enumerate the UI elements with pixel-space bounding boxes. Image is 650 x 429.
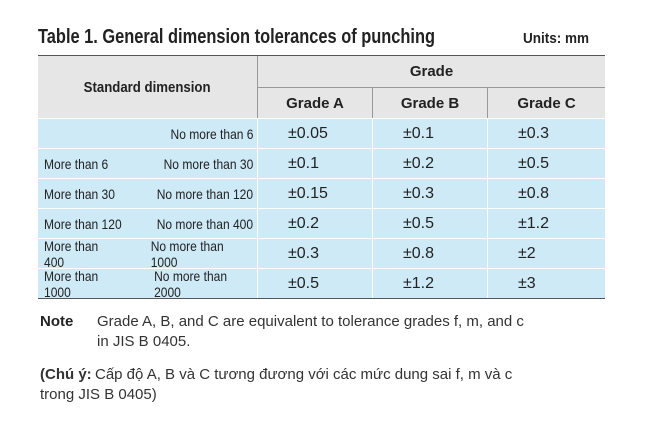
row-cell: More than 1000 No more than 2000 bbox=[38, 267, 258, 300]
range-from: More than 1000 bbox=[44, 267, 99, 300]
range-to: No more than 400 bbox=[156, 215, 253, 232]
note-line: Grade A, B, and C are equivalent to tole… bbox=[97, 313, 524, 330]
value-cell: ±0.5 bbox=[373, 208, 488, 238]
table-top-rule bbox=[38, 55, 605, 56]
tolerance: ±0.8 bbox=[518, 184, 550, 202]
vn-note-label: (Chú ý: bbox=[40, 366, 92, 383]
header-text: Grade A bbox=[286, 94, 344, 112]
note-line: in JIS B 0405. bbox=[97, 333, 191, 350]
value-cell: ±1.2 bbox=[373, 268, 488, 298]
value-cell: ±0.2 bbox=[258, 208, 373, 238]
range-from: More than 6 bbox=[44, 155, 109, 172]
row-cell: More than 400 No more than 1000 bbox=[38, 237, 258, 270]
tolerance: ±0.5 bbox=[288, 274, 320, 292]
range-to: No more than 120 bbox=[156, 185, 253, 202]
range-from: More than 30 bbox=[44, 185, 115, 202]
table-bottom-rule bbox=[38, 298, 605, 299]
header-text: Grade C bbox=[517, 94, 576, 112]
value-cell: ±0.8 bbox=[373, 238, 488, 268]
header-cell: Grade B bbox=[373, 88, 488, 118]
value-cell: ±0.2 bbox=[373, 148, 488, 178]
value-cell: ±0.3 bbox=[488, 118, 605, 148]
value-cell: ±0.3 bbox=[373, 178, 488, 208]
value-cell: ±1.2 bbox=[488, 208, 605, 238]
value-cell: ±0.5 bbox=[488, 148, 605, 178]
vn-note-line: trong JIS B 0405) bbox=[40, 386, 157, 403]
header-cell: Standard dimension bbox=[38, 56, 258, 118]
tolerance: ±0.8 bbox=[403, 244, 435, 262]
tolerance: ±0.3 bbox=[403, 184, 435, 202]
row-cell: More than 6 No more than 30 bbox=[38, 148, 258, 178]
tolerance: ±0.5 bbox=[403, 214, 435, 232]
value-cell: ±0.1 bbox=[258, 148, 373, 178]
value-cell: ±2 bbox=[488, 238, 605, 268]
header-text: Standard dimension bbox=[84, 78, 211, 96]
row-cell: More than 120 No more than 400 bbox=[38, 208, 258, 238]
range-from: More than 120 bbox=[44, 215, 122, 232]
value-cell: ±0.1 bbox=[373, 118, 488, 148]
vn-note-line: Cấp độ A, B và C tương đương với các mức… bbox=[95, 366, 513, 383]
header-cell: Grade C bbox=[488, 88, 605, 118]
value-cell: ±3 bbox=[488, 268, 605, 298]
tolerance: ±3 bbox=[518, 274, 536, 292]
header-text: Grade bbox=[409, 63, 454, 80]
tolerance: ±0.1 bbox=[403, 124, 435, 142]
range-from: More than 400 bbox=[44, 237, 99, 270]
tolerance: ±0.15 bbox=[288, 184, 328, 202]
tolerance: ±0.2 bbox=[403, 154, 435, 172]
value-cell: ±0.15 bbox=[258, 178, 373, 208]
value-cell: ±0.3 bbox=[258, 238, 373, 268]
value-cell: ±0.05 bbox=[258, 118, 373, 148]
range-to: No more than 6 bbox=[170, 125, 253, 142]
tolerance: ±1.2 bbox=[403, 274, 435, 292]
header-cell: Grade bbox=[258, 56, 605, 88]
header-cell: Grade A bbox=[258, 88, 373, 118]
range-to: No more than 2000 bbox=[154, 267, 228, 300]
tolerance: ±1.2 bbox=[518, 214, 550, 232]
row-cell: More than 30 No more than 120 bbox=[38, 178, 258, 208]
tolerance: ±0.1 bbox=[288, 154, 320, 172]
tolerance: ±0.3 bbox=[288, 244, 320, 262]
title: Table 1. General dimension tolerances of… bbox=[38, 26, 436, 48]
tolerance: ±0.3 bbox=[518, 124, 550, 142]
tolerance: ±0.05 bbox=[288, 124, 328, 142]
tolerance: ±0.5 bbox=[518, 154, 550, 172]
range-to: No more than 30 bbox=[163, 155, 253, 172]
header-text: Grade B bbox=[400, 94, 460, 112]
tolerance: ±0.2 bbox=[288, 214, 320, 232]
tolerance: ±2 bbox=[518, 244, 536, 262]
note-label: Note bbox=[40, 313, 74, 330]
value-cell: ±0.8 bbox=[488, 178, 605, 208]
row-cell: No more than 6 bbox=[38, 118, 258, 148]
units: Units: mm bbox=[523, 30, 590, 47]
range-to: No more than 1000 bbox=[150, 237, 224, 270]
value-cell: ±0.5 bbox=[258, 268, 373, 298]
